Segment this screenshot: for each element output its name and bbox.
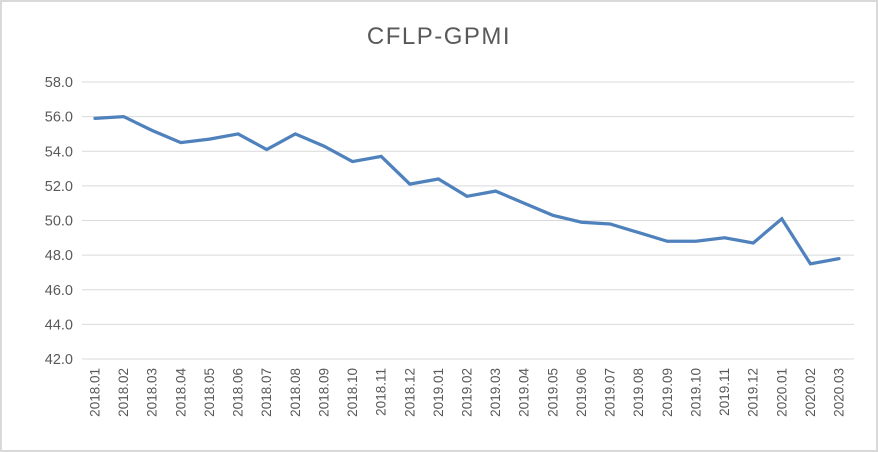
x-axis-tick-label: 2019.06 <box>574 368 589 417</box>
x-axis-tick-label: 2018.07 <box>259 368 274 417</box>
x-axis-tick-label: 2018.09 <box>316 368 331 417</box>
x-axis-tick-label: 2019.08 <box>631 368 646 417</box>
x-axis-tick-label: 2019.10 <box>688 368 703 417</box>
x-axis-tick-label: 2019.02 <box>460 368 475 417</box>
x-axis-tick-label: 2020.01 <box>774 368 789 417</box>
x-axis-tick-label: 2018.03 <box>145 368 160 417</box>
y-axis-tick-label: 56.0 <box>45 110 73 126</box>
x-axis-tick-label: 2019.11 <box>717 368 732 416</box>
x-axis-tick-label: 2019.01 <box>431 368 446 417</box>
y-axis-tick-label: 44.0 <box>45 317 73 333</box>
x-axis-tick-label: 2018.04 <box>173 368 188 417</box>
x-axis-tick-label: 2018.06 <box>231 368 246 417</box>
x-axis-tick-label: 2019.12 <box>746 368 761 417</box>
x-axis-tick-label: 2019.09 <box>660 368 675 417</box>
data-series-line <box>93 114 841 266</box>
x-axis-tick-label: 2018.11 <box>374 368 389 416</box>
x-axis-tick-label: 2018.12 <box>402 368 417 417</box>
y-axis-tick-label: 52.0 <box>45 179 73 195</box>
x-axis-tick-label: 2019.07 <box>603 368 618 417</box>
x-axis-tick-label: 2019.04 <box>517 368 532 417</box>
y-axis-tick-label: 54.0 <box>45 144 73 160</box>
x-axis-tick-label: 2018.08 <box>288 368 303 417</box>
x-axis-tick-label: 2020.02 <box>803 368 818 417</box>
x-axis-tick-label: 2018.01 <box>88 368 103 417</box>
y-axis-tick-label: 50.0 <box>45 214 73 230</box>
x-axis-tick-label: 2020.03 <box>832 368 847 417</box>
y-axis-tick-label: 42.0 <box>45 352 73 368</box>
x-axis-tick-label: 2018.05 <box>202 368 217 417</box>
x-axis-tick-label: 2019.05 <box>545 368 560 417</box>
y-axis-tick-label: 46.0 <box>45 283 73 299</box>
x-axis-tick-label: 2018.02 <box>116 368 131 417</box>
x-axis-tick-label: 2019.03 <box>488 368 503 417</box>
x-axis-tick-label: 2018.10 <box>345 368 360 417</box>
chart-title: CFLP-GPMI <box>366 23 512 50</box>
y-axis-tick-label: 58.0 <box>45 75 73 91</box>
y-axis-tick-label: 48.0 <box>45 248 73 264</box>
